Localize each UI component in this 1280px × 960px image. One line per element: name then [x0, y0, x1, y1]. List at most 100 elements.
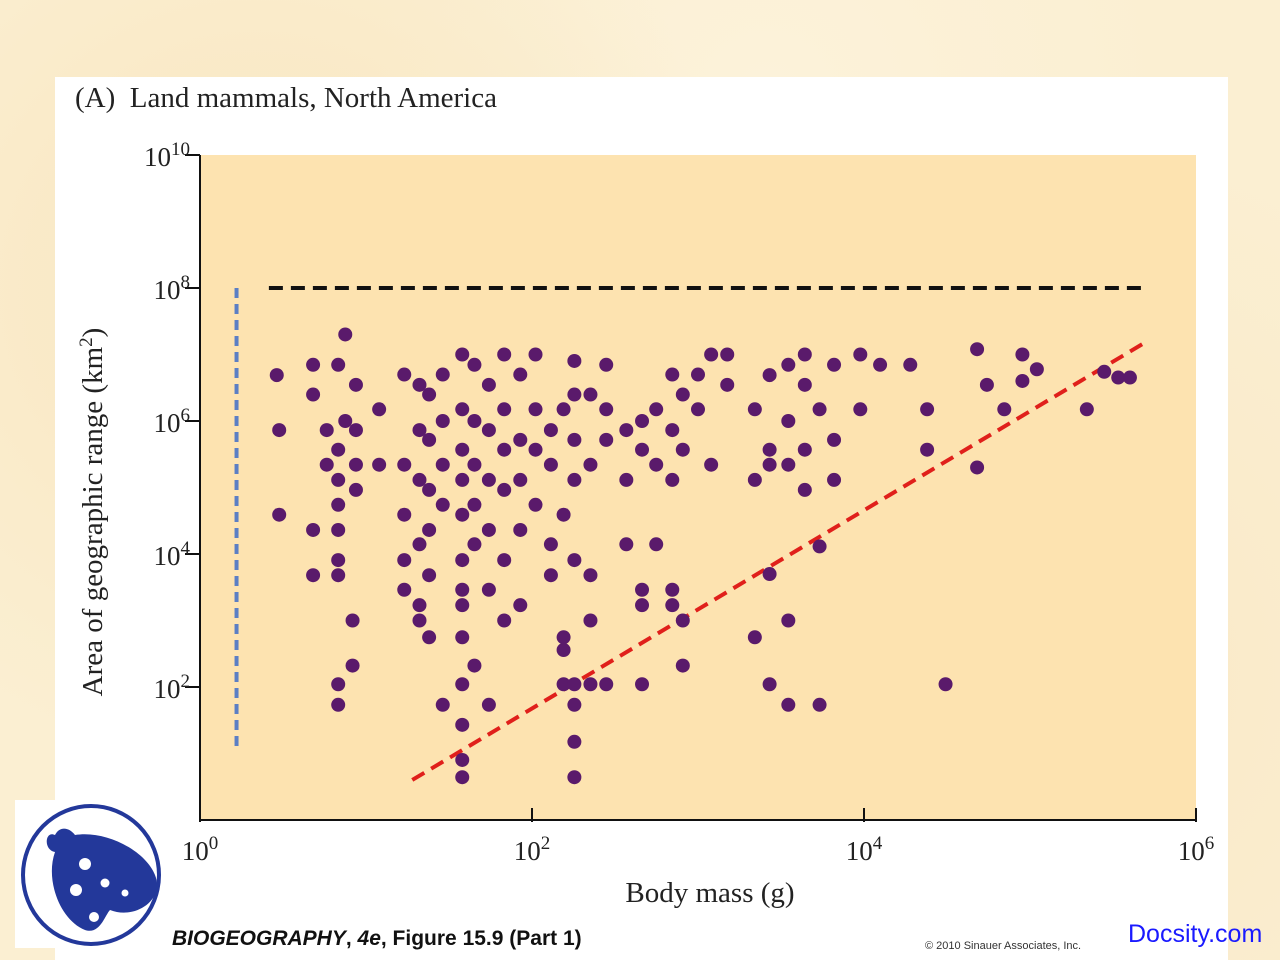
data-point — [567, 734, 582, 749]
data-point — [528, 347, 543, 362]
y-tick-label: 104 — [154, 538, 191, 571]
data-point — [543, 457, 558, 472]
data-point — [619, 423, 634, 438]
data-point — [331, 472, 346, 487]
data-point — [467, 497, 482, 512]
data-point — [556, 507, 571, 522]
data-point — [348, 457, 363, 472]
data-point — [747, 402, 762, 417]
data-point — [269, 368, 284, 383]
data-point — [827, 432, 842, 447]
data-point — [467, 414, 482, 428]
data-point — [1079, 402, 1094, 417]
data-point — [938, 677, 953, 692]
data-point — [497, 482, 512, 497]
data-point — [306, 357, 321, 372]
data-point — [567, 677, 582, 692]
data-point — [412, 598, 427, 613]
plot-area — [200, 155, 1196, 820]
data-point — [583, 613, 598, 628]
y-tick-label: 1010 — [144, 139, 190, 172]
data-point — [649, 457, 664, 472]
data-point — [797, 482, 812, 497]
data-point — [1097, 364, 1112, 379]
docsity-watermark[interactable]: Docsity.com — [1128, 920, 1263, 948]
data-point — [747, 472, 762, 487]
data-point — [619, 472, 634, 487]
data-point — [970, 460, 985, 475]
data-point — [1015, 347, 1030, 362]
data-point — [920, 442, 935, 457]
data-point — [412, 472, 427, 487]
data-point — [455, 582, 470, 597]
data-point — [345, 658, 360, 673]
logo-icon — [21, 804, 161, 946]
copyright-text: © 2010 Sinauer Associates, Inc. — [925, 940, 1082, 952]
data-point — [455, 770, 470, 785]
data-point — [481, 522, 496, 537]
data-point — [556, 643, 571, 658]
data-point — [497, 442, 512, 457]
data-point — [455, 347, 470, 362]
data-point — [762, 677, 777, 692]
data-point — [691, 402, 705, 417]
data-point — [675, 442, 690, 457]
data-point — [635, 598, 650, 613]
data-point — [720, 347, 735, 362]
data-point — [435, 497, 450, 512]
data-point — [455, 752, 470, 767]
data-point — [635, 442, 650, 457]
data-point — [665, 472, 680, 487]
data-point — [556, 402, 571, 417]
data-point — [467, 357, 482, 372]
data-point — [762, 442, 777, 457]
data-point — [599, 357, 614, 372]
data-point — [720, 377, 735, 392]
data-point — [762, 368, 777, 383]
data-point — [827, 472, 842, 487]
data-point — [970, 342, 985, 357]
data-point — [599, 677, 614, 692]
data-point — [455, 598, 470, 613]
data-point — [812, 539, 827, 554]
y-tick-label: 102 — [154, 671, 191, 704]
data-point — [979, 377, 994, 392]
data-point — [583, 677, 598, 692]
data-point — [331, 497, 346, 512]
data-point — [812, 697, 827, 712]
data-point — [781, 357, 796, 372]
data-point — [665, 423, 680, 438]
data-point — [665, 598, 680, 613]
data-point — [397, 507, 412, 522]
data-point — [455, 507, 470, 522]
data-point — [513, 472, 528, 487]
data-point — [997, 402, 1012, 417]
x-tick-label: 102 — [514, 833, 551, 866]
data-point — [422, 568, 437, 583]
data-point — [797, 377, 812, 392]
data-point — [704, 457, 719, 472]
x-tick-label: 104 — [846, 833, 883, 866]
data-point — [583, 568, 598, 583]
data-point — [556, 630, 571, 645]
data-point — [599, 432, 614, 447]
data-point — [543, 423, 558, 438]
data-point — [345, 613, 360, 628]
data-point — [665, 367, 680, 382]
data-point — [781, 613, 796, 628]
data-point — [455, 717, 470, 732]
x-tick-label: 106 — [1178, 833, 1215, 866]
data-point — [781, 457, 796, 472]
data-point — [412, 423, 427, 438]
data-point — [497, 347, 512, 362]
data-point — [762, 567, 777, 582]
data-point — [797, 347, 812, 362]
y-tick-label: 106 — [154, 405, 191, 438]
data-point — [1015, 373, 1030, 388]
x-tick-label: 100 — [182, 833, 219, 866]
data-point — [331, 553, 346, 568]
data-point — [455, 442, 470, 457]
data-point — [762, 457, 777, 472]
data-point — [348, 423, 363, 438]
